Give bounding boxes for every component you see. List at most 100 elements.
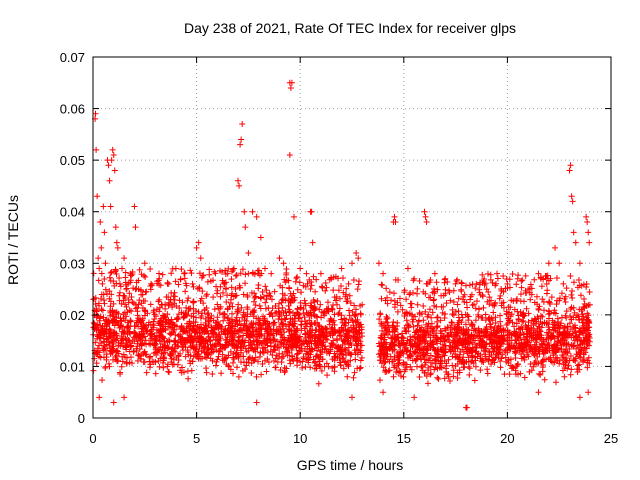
- data-point: [308, 340, 315, 347]
- data-point: [295, 315, 302, 322]
- data-point: [103, 290, 110, 297]
- data-point: [500, 272, 507, 279]
- data-point: [488, 297, 495, 304]
- data-point: [304, 355, 311, 362]
- y-tick-label: 0.02: [60, 308, 85, 323]
- data-point: [237, 141, 244, 148]
- data-point: [447, 377, 454, 384]
- data-point: [246, 328, 253, 335]
- data-point: [112, 224, 119, 231]
- data-point: [232, 292, 239, 299]
- data-point: [349, 260, 355, 267]
- data-point: [525, 286, 532, 293]
- data-point: [292, 278, 299, 285]
- data-point: [462, 282, 469, 289]
- data-point: [463, 329, 470, 336]
- data-point: [126, 290, 133, 297]
- data-point: [462, 321, 469, 328]
- data-point: [165, 294, 172, 301]
- data-point: [467, 293, 474, 300]
- data-point: [239, 367, 246, 374]
- data-point: [118, 300, 125, 307]
- data-point: [140, 272, 147, 279]
- data-point: [100, 314, 107, 321]
- data-point: [483, 323, 490, 330]
- data-point: [503, 311, 510, 318]
- data-point: [268, 270, 275, 277]
- data-point: [222, 342, 229, 349]
- data-point: [232, 350, 239, 357]
- data-point: [184, 320, 191, 327]
- data-point: [395, 362, 402, 369]
- data-point: [417, 350, 424, 357]
- data-point: [243, 332, 250, 339]
- data-point: [134, 304, 141, 311]
- data-point: [400, 373, 407, 380]
- data-point: [265, 359, 272, 366]
- data-point: [284, 352, 291, 359]
- data-point: [583, 345, 590, 352]
- data-point: [484, 270, 491, 277]
- data-point: [236, 333, 243, 340]
- data-point: [519, 318, 526, 325]
- data-point: [480, 359, 487, 366]
- data-point: [411, 275, 418, 282]
- data-point: [354, 286, 361, 293]
- data-point: [132, 330, 139, 337]
- data-point: [193, 244, 200, 251]
- data-point: [384, 319, 391, 326]
- data-point: [583, 302, 590, 309]
- data-point: [230, 354, 237, 361]
- data-point: [446, 287, 452, 294]
- data-point: [533, 293, 540, 300]
- data-point: [404, 347, 411, 354]
- data-point: [340, 365, 347, 372]
- data-point: [514, 331, 521, 338]
- data-point: [172, 265, 179, 272]
- data-point: [522, 336, 529, 343]
- data-point: [569, 294, 576, 301]
- data-point: [406, 291, 413, 298]
- data-point: [510, 297, 517, 304]
- data-point: [287, 290, 294, 297]
- data-point: [267, 340, 274, 347]
- data-point: [253, 315, 260, 322]
- data-point: [326, 350, 333, 357]
- data-point: [537, 312, 544, 319]
- data-point: [345, 280, 352, 287]
- data-point: [228, 316, 235, 323]
- data-point: [493, 340, 500, 347]
- data-point: [476, 286, 483, 293]
- data-point: [143, 369, 150, 376]
- data-point: [431, 270, 438, 277]
- data-point: [564, 350, 571, 357]
- data-point: [198, 335, 205, 342]
- data-point: [223, 298, 230, 305]
- data-point: [418, 364, 425, 371]
- data-point: [552, 379, 559, 386]
- data-point: [142, 307, 149, 314]
- data-point: [205, 310, 212, 317]
- data-point: [437, 360, 444, 367]
- data-point: [391, 326, 398, 333]
- data-point: [463, 326, 470, 333]
- data-point: [229, 332, 236, 339]
- data-point: [155, 298, 162, 305]
- data-point: [263, 287, 270, 294]
- data-point: [162, 305, 169, 312]
- data-point: [93, 360, 100, 367]
- data-point: [375, 260, 382, 267]
- data-point: [208, 312, 215, 319]
- data-point: [380, 364, 387, 371]
- data-point: [566, 357, 573, 364]
- data-point: [316, 354, 323, 361]
- data-point: [484, 298, 491, 305]
- data-point: [462, 330, 469, 337]
- data-point: [112, 268, 119, 275]
- data-point: [286, 321, 293, 328]
- data-point: [400, 359, 407, 366]
- data-point: [515, 316, 522, 323]
- data-point: [329, 306, 336, 313]
- data-point: [383, 326, 390, 333]
- data-point: [580, 303, 587, 310]
